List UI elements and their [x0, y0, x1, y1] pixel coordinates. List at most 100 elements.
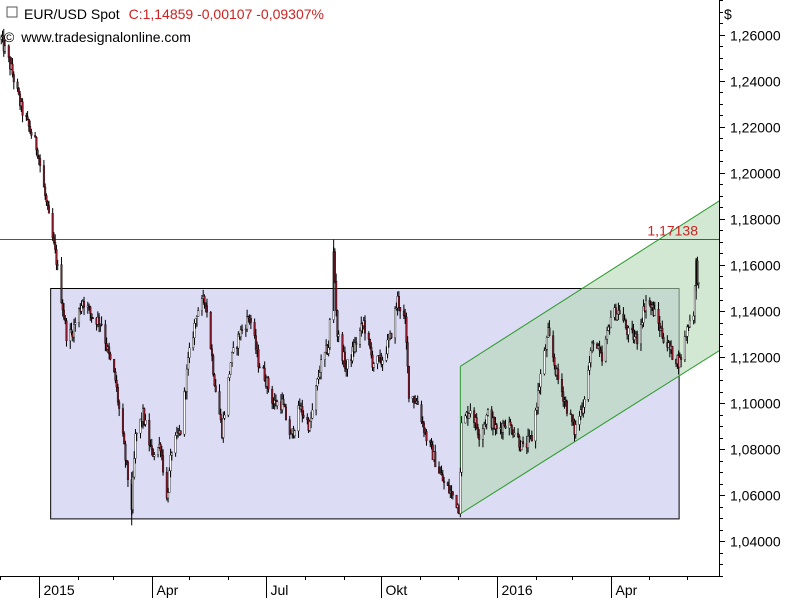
candle: [364, 315, 367, 341]
candle-body: [200, 298, 203, 311]
candle-body: [239, 329, 242, 338]
candle-body: [387, 338, 390, 341]
candle-body: [183, 391, 186, 435]
candle: [232, 341, 235, 354]
candle-body: [39, 158, 42, 166]
candle-body: [539, 373, 542, 388]
candle-body: [583, 399, 586, 408]
candle: [288, 415, 291, 440]
candle: [241, 324, 244, 335]
candle-body: [589, 350, 592, 363]
candle: [394, 306, 397, 344]
candle: [219, 408, 222, 423]
candle-body: [302, 414, 305, 418]
candle: [165, 467, 168, 501]
candle: [195, 315, 198, 327]
collapse-checkbox-icon[interactable]: [6, 6, 18, 18]
candle-body: [306, 417, 309, 421]
candle: [213, 372, 216, 387]
candle-body: [518, 436, 521, 448]
candle-body: [159, 444, 162, 452]
candle: [47, 200, 50, 214]
candle-body: [228, 373, 231, 378]
candle: [697, 282, 700, 289]
candle-body: [642, 306, 645, 323]
candle-body: [355, 342, 358, 345]
candle-body: [317, 376, 320, 380]
candle-body: [0, 36, 3, 40]
candle: [214, 378, 217, 393]
candle-body: [223, 414, 226, 419]
candle-body: [283, 404, 286, 408]
candle-body: [641, 322, 644, 325]
candle: [636, 330, 639, 350]
candle-body: [316, 378, 319, 387]
candle: [167, 487, 170, 503]
candle-body: [397, 296, 400, 308]
candle-body: [631, 327, 634, 331]
candle-body: [133, 458, 136, 478]
candle: [560, 373, 563, 397]
candle: [7, 44, 10, 63]
candle: [210, 344, 213, 362]
candle-body: [52, 237, 55, 243]
candle-body: [113, 358, 116, 373]
candle: [501, 419, 504, 440]
candle-body: [402, 310, 405, 316]
candle: [346, 359, 349, 377]
candle: [118, 399, 121, 417]
candle-body: [25, 115, 28, 117]
candle-body: [543, 350, 546, 375]
candle: [327, 340, 330, 357]
candle: [108, 342, 111, 360]
candle-body: [297, 405, 300, 432]
candle-body: [557, 368, 560, 380]
candle-body: [653, 309, 656, 316]
candle: [135, 432, 138, 442]
candle: [209, 311, 212, 350]
candle-body: [210, 348, 213, 357]
candle-body: [616, 313, 619, 321]
candle: [65, 318, 68, 347]
candle: [464, 413, 467, 424]
candle-body: [284, 406, 287, 420]
candle-body: [55, 249, 58, 265]
candle-body: [36, 149, 39, 157]
candle-body: [214, 385, 217, 392]
candle-body: [54, 242, 57, 250]
candle: [616, 313, 619, 322]
candle: [98, 313, 101, 333]
candle-body: [185, 368, 188, 392]
candle: [562, 386, 565, 407]
candle: [661, 320, 664, 340]
candle-body: [187, 357, 190, 370]
candle-body: [599, 350, 602, 353]
candle-body: [592, 342, 595, 345]
candle-body: [359, 330, 362, 345]
candle-body: [157, 447, 160, 455]
candle: [311, 403, 314, 420]
candle-body: [169, 454, 172, 472]
candle: [193, 319, 196, 346]
candle: [434, 444, 437, 468]
candle: [416, 395, 419, 405]
candle-body: [446, 482, 449, 486]
y-tick-label: 1,10000: [730, 396, 781, 412]
candle-body: [606, 330, 609, 340]
candle-body: [308, 421, 311, 431]
candle: [359, 327, 362, 348]
candle-body: [254, 335, 257, 350]
candle: [310, 411, 313, 429]
candle: [55, 244, 58, 271]
candle: [475, 413, 478, 430]
candle: [185, 364, 188, 400]
candle: [381, 356, 384, 371]
candle-body: [114, 371, 117, 381]
candle-body: [688, 319, 691, 328]
candle-body: [301, 406, 304, 416]
candle-body: [538, 386, 541, 391]
candle-body: [657, 309, 660, 324]
candle-body: [21, 101, 24, 116]
candle: [302, 410, 305, 419]
candle: [425, 429, 428, 446]
